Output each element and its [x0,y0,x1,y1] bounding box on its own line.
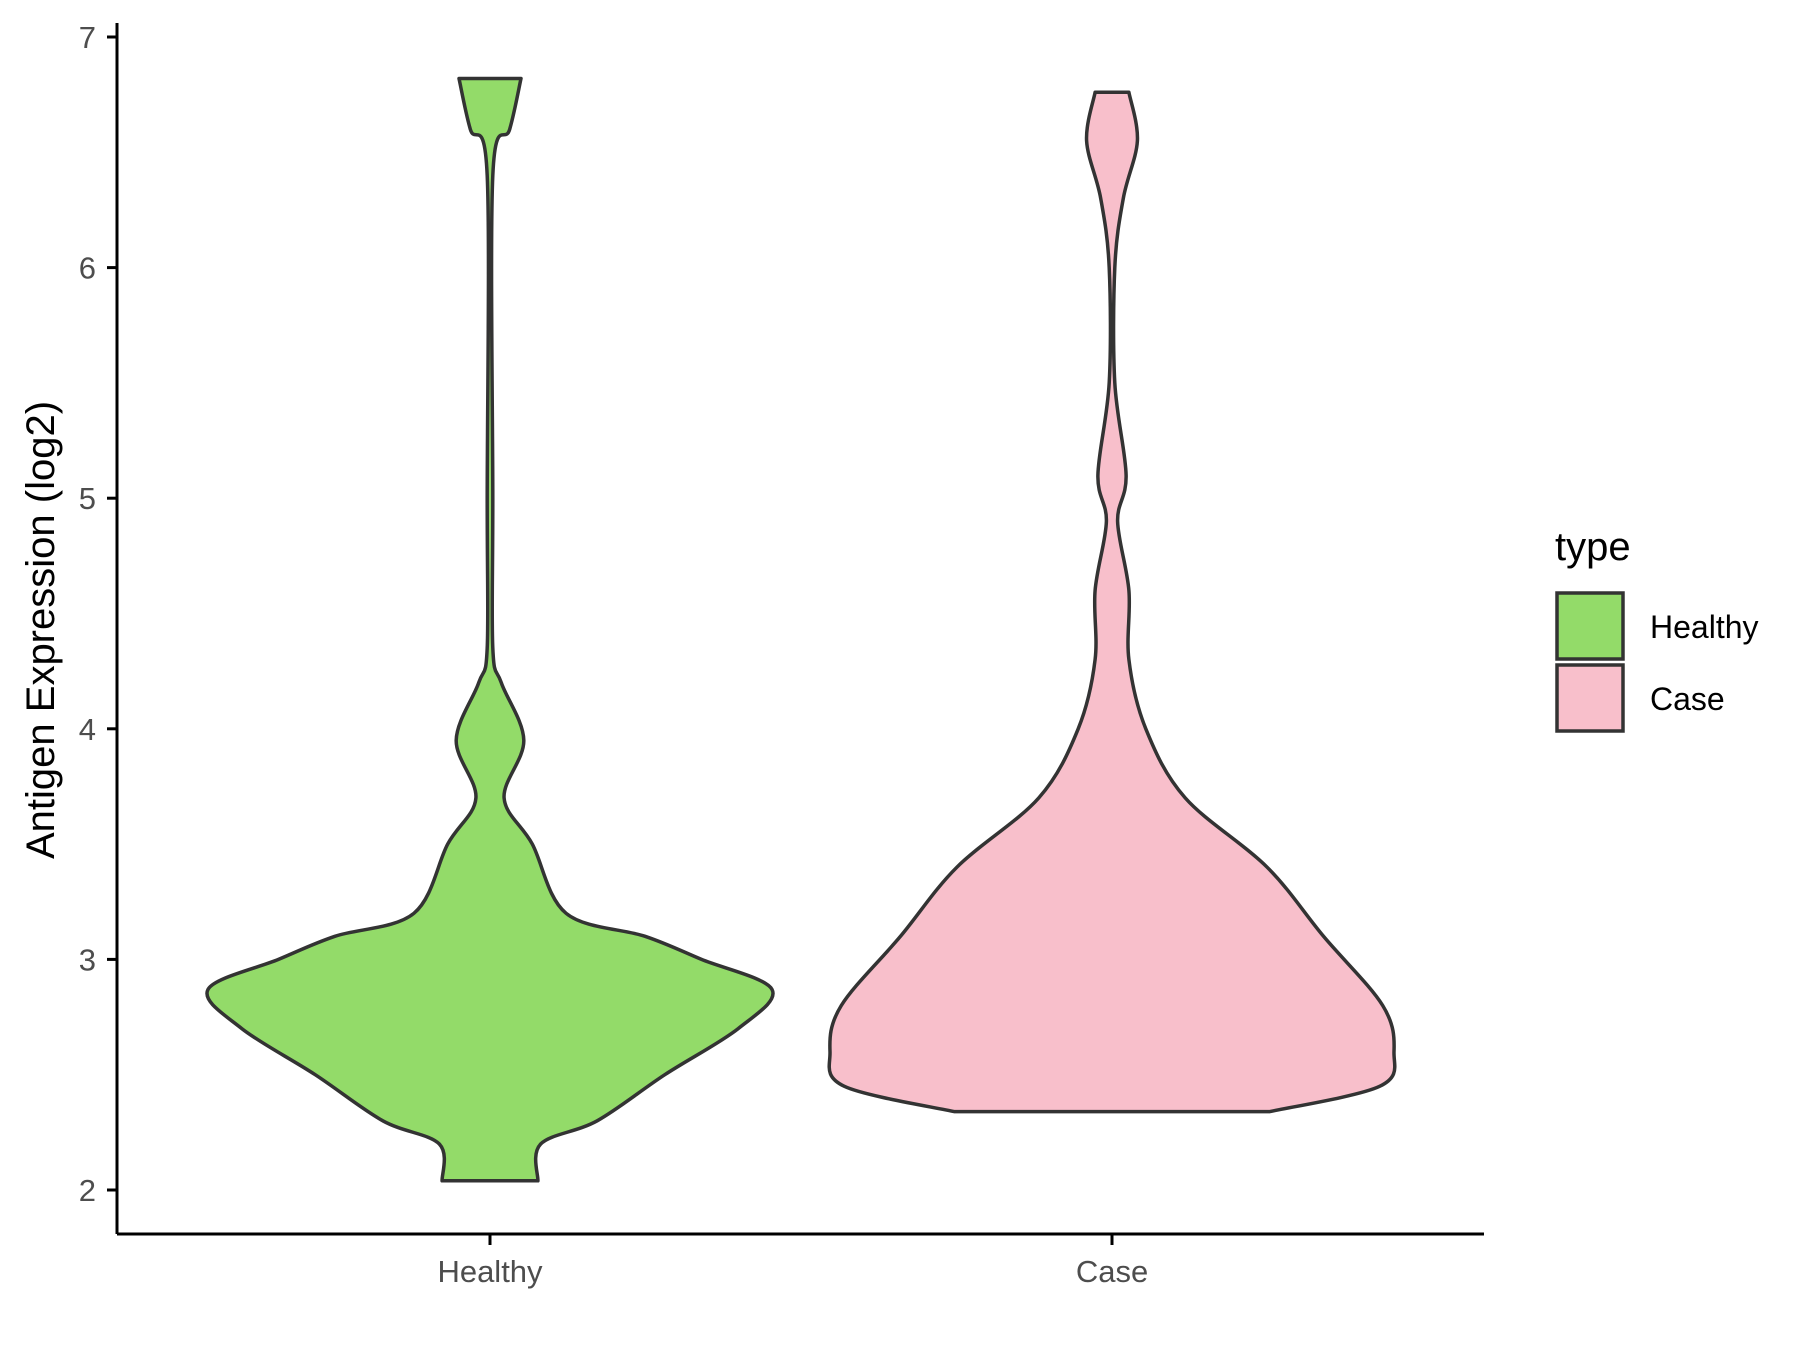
y-tick-label-6: 6 [79,251,96,286]
legend: type Healthy Case [1555,525,1759,733]
legend-key-healthy [1555,591,1625,661]
legend-label-case: Case [1650,681,1725,717]
y-ticks: 2 3 4 5 6 7 [79,20,117,1208]
y-tick-label-4: 4 [79,712,96,747]
x-tick-label-case: Case [1076,1254,1148,1289]
y-axis-title: Antigen Expression (log2) [19,401,63,859]
violin-case [827,90,1397,1114]
legend-label-healthy: Healthy [1650,609,1759,645]
y-tick-label-7: 7 [79,20,96,55]
legend-key-case [1555,663,1625,733]
violins-layer [205,76,1397,1183]
x-tick-label-healthy: Healthy [437,1254,543,1289]
axes-layer [115,23,1484,1236]
violin-healthy [205,76,775,1183]
x-ticks: Healthy Case [437,1234,1148,1289]
y-tick-label-2: 2 [79,1173,96,1208]
legend-title: type [1555,525,1631,569]
y-tick-label-5: 5 [79,481,96,516]
y-tick-label-3: 3 [79,942,96,977]
